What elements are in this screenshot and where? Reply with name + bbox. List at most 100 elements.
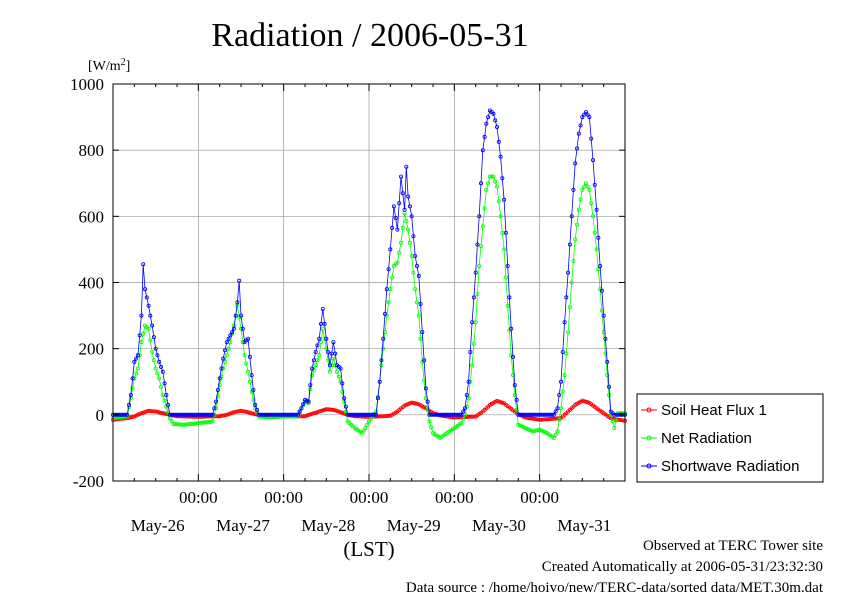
- data-point: [461, 409, 466, 414]
- data-point: [153, 346, 158, 351]
- data-point: [532, 428, 537, 433]
- data-point: [569, 214, 574, 219]
- data-point: [320, 408, 325, 413]
- data-point: [478, 244, 483, 249]
- data-point: [128, 392, 133, 397]
- data-point: [326, 358, 331, 363]
- data-point: [477, 263, 482, 268]
- data-point: [134, 356, 139, 361]
- data-point: [148, 338, 153, 343]
- data-point: [550, 416, 555, 421]
- data-point: [502, 247, 507, 252]
- data-point: [157, 359, 162, 364]
- data-point: [507, 295, 512, 300]
- data-point: [580, 115, 585, 120]
- data-point: [148, 313, 153, 318]
- data-point: [363, 426, 368, 431]
- data-point: [614, 418, 619, 423]
- data-point: [162, 398, 167, 403]
- x-tick-label: 00:00: [350, 488, 389, 507]
- data-point: [222, 348, 227, 353]
- data-point: [541, 417, 546, 422]
- data-point: [551, 412, 556, 417]
- data-point: [189, 421, 194, 426]
- data-point: [160, 369, 165, 374]
- data-point: [251, 397, 256, 402]
- data-point: [267, 415, 272, 420]
- data-point: [534, 428, 539, 433]
- data-point: [317, 409, 322, 414]
- data-point: [228, 411, 233, 416]
- data-point: [491, 111, 496, 116]
- data-point: [406, 194, 411, 199]
- data-point: [182, 422, 187, 427]
- data-point: [150, 349, 155, 354]
- data-point: [601, 313, 606, 318]
- data-point: [557, 392, 562, 397]
- data-point: [135, 366, 140, 371]
- data-point: [142, 409, 147, 414]
- data-point: [470, 414, 475, 419]
- data-point: [116, 415, 121, 420]
- data-point: [478, 181, 483, 186]
- data-point: [500, 176, 505, 181]
- data-point: [130, 376, 135, 381]
- data-point: [150, 409, 155, 414]
- data-point: [318, 340, 323, 345]
- data-point: [340, 381, 345, 386]
- data-point: [206, 419, 211, 424]
- data-point: [155, 409, 160, 414]
- data-point: [603, 336, 608, 341]
- legend-box: [636, 393, 824, 483]
- data-point: [210, 412, 215, 417]
- data-point: [246, 410, 251, 415]
- data-point: [326, 407, 331, 412]
- data-point: [599, 288, 604, 293]
- legend-swatch-marker: [646, 407, 652, 413]
- data-point: [187, 422, 192, 427]
- data-point: [397, 201, 402, 206]
- data-point: [123, 412, 128, 417]
- data-point: [203, 420, 208, 425]
- y-unit-close: ]: [126, 59, 131, 74]
- data-point: [386, 300, 391, 305]
- data-point: [208, 412, 213, 417]
- data-point: [395, 227, 400, 232]
- data-point: [395, 260, 400, 265]
- data-point: [583, 181, 588, 186]
- data-point: [222, 359, 227, 364]
- data-point: [308, 412, 313, 417]
- legend: Soil Heat Flux 1 Net Radiation Shortwave R…: [636, 393, 824, 483]
- data-point: [238, 408, 243, 413]
- data-point: [591, 214, 596, 219]
- y-tick-label: 800: [79, 141, 105, 160]
- data-point: [503, 230, 508, 235]
- y-axis-unit: [W/m2]: [88, 57, 130, 74]
- data-point: [553, 409, 558, 414]
- data-point: [150, 323, 155, 328]
- data-point: [217, 383, 222, 388]
- data-point: [160, 411, 165, 416]
- data-point: [171, 422, 176, 427]
- data-point: [338, 366, 343, 371]
- data-point: [413, 253, 418, 258]
- data-point: [215, 387, 220, 392]
- data-point: [324, 407, 329, 412]
- data-point: [384, 287, 389, 292]
- data-point: [242, 409, 247, 414]
- data-point: [135, 353, 140, 358]
- data-point: [134, 371, 139, 376]
- footer-observed: Observed at TERC Tower site: [643, 538, 823, 554]
- data-point: [240, 409, 245, 414]
- data-point: [313, 363, 318, 368]
- data-point: [575, 146, 580, 151]
- data-point: [342, 396, 347, 401]
- data-point: [324, 336, 329, 341]
- data-point: [580, 187, 585, 192]
- data-point: [308, 383, 313, 388]
- y-tick-label: 600: [79, 207, 105, 226]
- data-point: [560, 349, 565, 354]
- data-point: [494, 184, 499, 189]
- footer-created: Created Automatically at 2006-05-31/23:3…: [542, 559, 823, 575]
- data-point: [543, 417, 548, 422]
